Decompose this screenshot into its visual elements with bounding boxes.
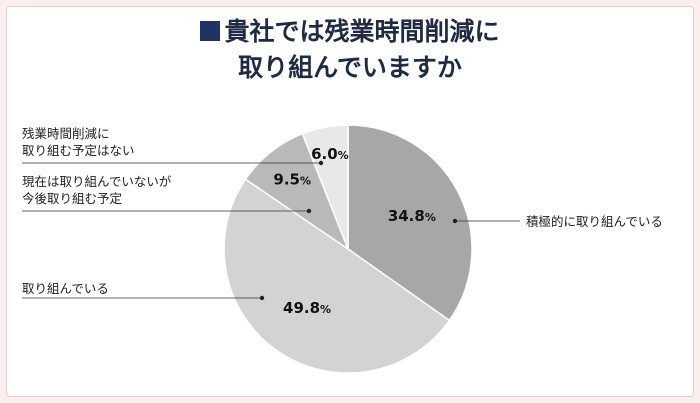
title-square-icon (200, 21, 221, 41)
pie-slice (223, 178, 451, 374)
slice-percent-label: 9.5% (273, 170, 311, 188)
slice-percent-label: 6.0% (311, 145, 349, 163)
slice-category-label: 取り組んでいる (22, 281, 109, 296)
slice-percent-label: 34.8% (388, 207, 436, 225)
leader-dot (259, 295, 265, 301)
pie-slice (347, 124, 473, 322)
leader-dot (318, 160, 324, 166)
leader-dot (452, 218, 458, 224)
title-line-2: 取り組んでいますか (238, 53, 462, 82)
title-line-1: 貴社では残業時間削減に (224, 17, 500, 46)
slice-category-label: 残業時間削減に取り組む予定はない (22, 126, 135, 158)
slice-category-label: 現在は取り組んでいないが今後取り組む予定 (22, 174, 172, 206)
slice-percent-label: 49.8% (283, 299, 331, 317)
chart-title: 貴社では残業時間削減に 取り組んでいますか (0, 14, 700, 86)
slice-category-label: 積極的に取り組んでいる (526, 214, 663, 229)
leader-dot (306, 208, 312, 214)
pie-slice (301, 124, 349, 250)
